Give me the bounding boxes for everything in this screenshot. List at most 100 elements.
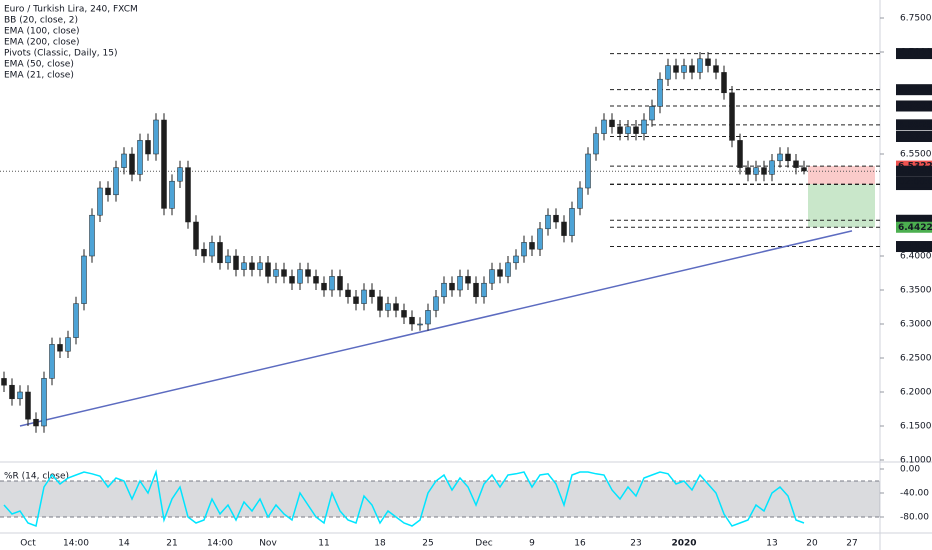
candle-body [401, 310, 407, 318]
candle-body [601, 119, 607, 134]
x-tick-label: Nov [259, 539, 277, 549]
candle-body [489, 269, 495, 284]
candle-body [345, 289, 351, 298]
candle-body [57, 344, 63, 352]
candle-body [201, 248, 207, 257]
candle-body [281, 269, 287, 277]
level-label: 6.41393 [898, 242, 932, 252]
candle-body [545, 214, 551, 230]
candle-body [41, 378, 47, 427]
target-zone [808, 184, 875, 228]
candle-body [593, 133, 599, 155]
candle-body [225, 255, 231, 264]
candle-body [209, 242, 215, 257]
indicator-label: EMA (50, close) [4, 60, 74, 70]
candle-body [529, 242, 535, 250]
y-tick-label: 6.15000 [900, 422, 932, 432]
level-label-bg [896, 165, 932, 177]
x-tick-label: 14:00 [207, 539, 233, 549]
level-label-bg [896, 214, 932, 226]
x-tick-label: 14 [118, 539, 130, 549]
candle-body [249, 262, 255, 270]
candle-body [233, 255, 239, 270]
candle-body [441, 282, 447, 298]
level-label-bg [896, 221, 932, 233]
candle-body [89, 214, 95, 257]
candle-body [113, 167, 119, 196]
level-label-bg [896, 84, 932, 96]
candle-body [641, 119, 647, 134]
x-tick-label: 16 [574, 539, 586, 549]
y-tick-label: -40.00 [900, 489, 929, 499]
candle-body [761, 167, 767, 175]
candle-body [481, 282, 487, 298]
candle-body [617, 126, 623, 134]
candle-body [425, 310, 431, 325]
candle-body [289, 276, 295, 284]
y-tick-label: 6.35000 [900, 286, 932, 296]
candle-body [65, 337, 71, 352]
candle-body [17, 391, 23, 400]
candle-body [561, 221, 567, 236]
x-tick-label: 14:00 [63, 539, 89, 549]
indicator-label: Pivots (Classic, Daily, 15) [4, 49, 117, 59]
candle-body [297, 269, 303, 284]
candle-body [393, 303, 399, 311]
candle-body [777, 153, 783, 162]
x-tick-label: 11 [318, 539, 329, 549]
level-label: 6.69770 [898, 49, 932, 59]
candle-body [513, 255, 519, 264]
x-tick-label: 23 [630, 539, 641, 549]
candle-body [473, 282, 479, 298]
candle-body [505, 262, 511, 277]
candle-body [625, 126, 631, 134]
candle-body [337, 276, 343, 291]
candle-body [729, 92, 735, 141]
candle-body [793, 160, 799, 168]
candle-body [721, 72, 727, 94]
y-tick-label: 6.30000 [900, 320, 932, 330]
indicator-label: EMA (100, close) [4, 27, 80, 37]
candle-body [105, 187, 111, 196]
candle-body [689, 65, 695, 73]
level-label: 6.52470 [898, 167, 932, 177]
candle-body [185, 167, 191, 223]
candle-body [665, 65, 671, 80]
candle-body [217, 242, 223, 264]
x-tick-label: 27 [846, 539, 857, 549]
x-tick-label: Dec [475, 539, 492, 549]
candle-body [169, 180, 175, 209]
candle-body [497, 269, 503, 277]
candle-body [801, 167, 807, 172]
candle-body [537, 228, 543, 250]
candle-body [433, 296, 439, 311]
y-tick-label: 6.10000 [900, 456, 932, 466]
candle-body [193, 221, 199, 250]
candle-body [585, 153, 591, 189]
candle-body [553, 214, 559, 223]
oscillator-band [0, 481, 880, 517]
x-tick-label: 13 [766, 539, 777, 549]
candle-body [737, 140, 743, 168]
candle-body [273, 269, 279, 277]
candle-body [305, 269, 311, 277]
candle-body [377, 296, 383, 311]
x-tick-label: 25 [422, 539, 433, 549]
candle-body [329, 276, 335, 291]
candle-body [753, 167, 759, 175]
candle-body [449, 282, 455, 291]
level-label-bg [896, 48, 932, 60]
level-label-bg [896, 100, 932, 112]
y-tick-label: 6.40000 [900, 252, 932, 262]
candle-body [745, 167, 751, 175]
candle-body [657, 78, 663, 107]
candle-body [673, 65, 679, 73]
x-tick-label: 18 [374, 539, 386, 549]
candle-body [321, 282, 327, 291]
candle-body [1, 378, 7, 386]
candle-body [609, 119, 615, 128]
x-tick-label: 9 [529, 539, 535, 549]
candle-body [257, 262, 263, 270]
